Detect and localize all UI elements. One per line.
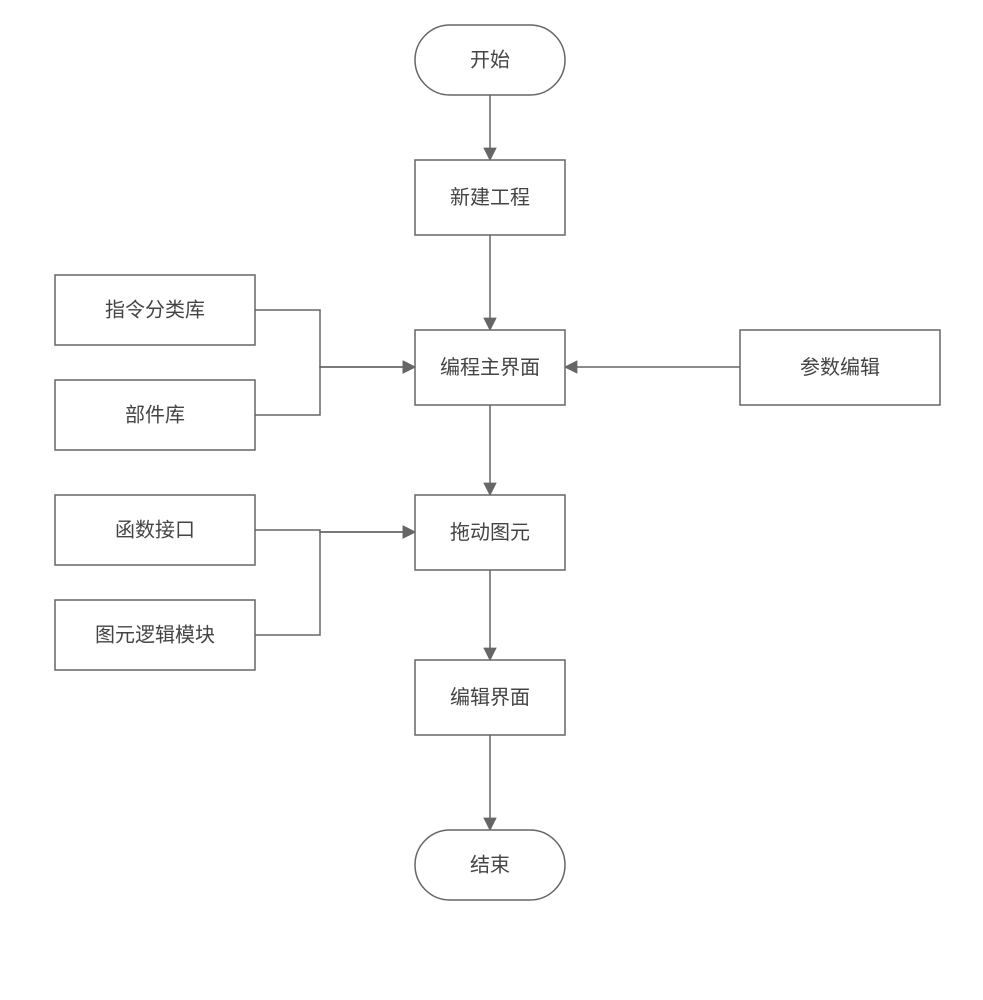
node-main_ui: 编程主界面 xyxy=(415,330,565,405)
node-edit_ui: 编辑界面 xyxy=(415,660,565,735)
node-start: 开始 xyxy=(415,25,565,95)
node-part_lib: 部件库 xyxy=(55,380,255,450)
nodes-layer: 开始新建工程指令分类库编程主界面 参数编辑部件库函数接口 拖动图元图元逻辑模块编辑界… xyxy=(55,25,940,900)
node-label: 部件库 xyxy=(125,403,185,426)
node-label: 图元逻辑模块 xyxy=(95,623,215,646)
node-label: 新建工程 xyxy=(450,186,530,209)
node-label: 编程主界面 xyxy=(440,356,540,379)
node-drag_elem: 拖动图元 xyxy=(415,495,565,570)
node-label: 指令分类库 xyxy=(105,298,205,321)
node-logic_mod: 图元逻辑模块 xyxy=(55,600,255,670)
node-label: 函数接口 xyxy=(115,518,195,541)
node-instr_lib: 指令分类库 xyxy=(55,275,255,345)
node-func_if: 函数接口 xyxy=(55,495,255,565)
edge-logic_mod-to-drag_elem xyxy=(255,532,415,635)
flowchart-canvas: 开始新建工程指令分类库编程主界面 参数编辑部件库函数接口 拖动图元图元逻辑模块编辑界… xyxy=(0,0,983,1000)
node-label: 编辑界面 xyxy=(450,686,530,709)
node-label: 结束 xyxy=(470,853,510,876)
node-end: 结束 xyxy=(415,830,565,900)
node-label: 开始 xyxy=(470,48,510,71)
edge-part_lib-to-main_ui xyxy=(255,367,415,415)
node-new_project: 新建工程 xyxy=(415,160,565,235)
node-label: 参数编辑 xyxy=(800,356,880,379)
edge-instr_lib-to-main_ui xyxy=(255,310,415,367)
node-label: 拖动图元 xyxy=(450,521,530,544)
node-param_edit: 参数编辑 xyxy=(740,330,940,405)
